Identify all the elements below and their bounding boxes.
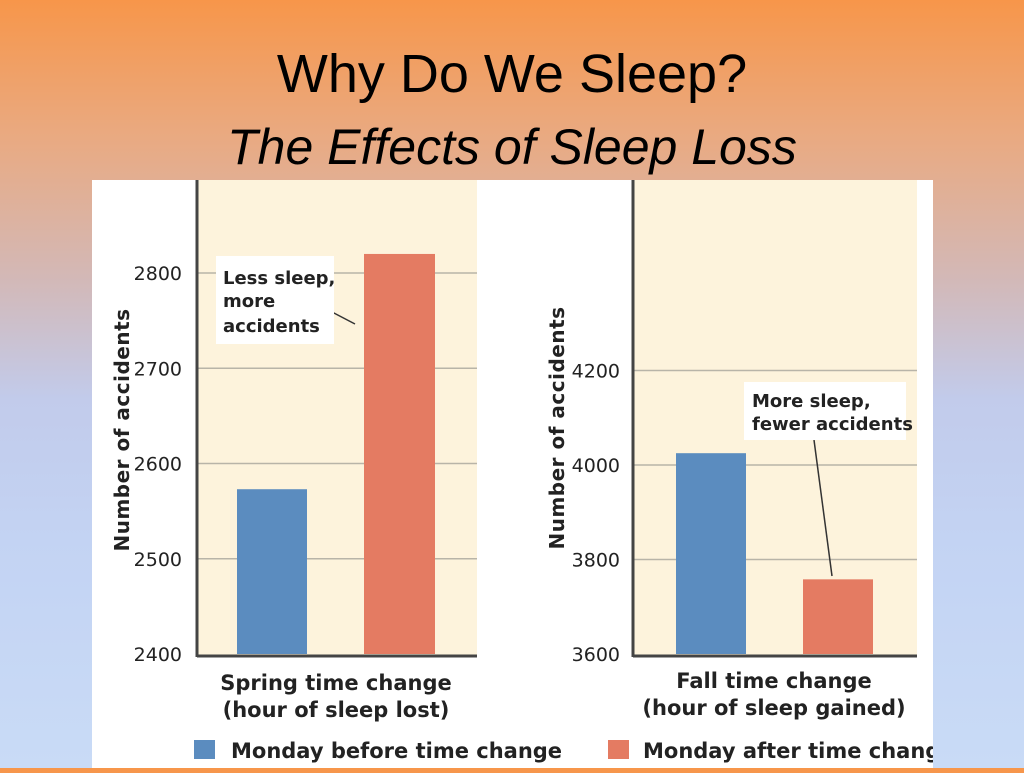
spring-annotation-text: accidents [223,316,320,337]
fall-x-axis-label: Fall time change [676,669,871,693]
legend-label-before: Monday before time change [231,739,562,763]
fall-y-tick-label: 4200 [572,361,620,383]
spring-y-tick-label: 2600 [134,454,182,476]
fall-y-tick-label: 3600 [572,644,620,666]
spring-y-tick-label: 2800 [134,263,182,285]
spring-bar-after [364,253,435,654]
fall-y-axis-label: Number of accidents [545,306,569,549]
spring-y-tick-label: 2500 [134,549,182,571]
fall-bar-after [803,579,873,654]
chart-svg: 2400 2500 2600 2700 2800 Number of accidents S… [110,180,955,763]
fall-annotation-text: fewer accidents [752,414,913,435]
spring-y-tick-label: 2400 [134,644,182,666]
slide-title: Why Do We Sleep? [276,44,748,104]
fall-y-tick-label: 3800 [572,550,620,572]
legend-swatch-after [608,740,629,759]
spring-y-axis-label: Number of accidents [110,308,134,551]
spring-x-axis-label: (hour of sleep lost) [223,698,450,722]
legend-swatch-before [194,740,215,759]
spring-y-tick-label: 2700 [134,358,182,380]
fall-annotation-leader [813,439,833,577]
spring-annotation-leader [331,311,356,325]
fall-bar-before [676,453,746,654]
spring-annotation-text: Less sleep, [223,268,335,289]
legend-label-after: Monday after time change [643,739,933,763]
fall-annotation-text: More sleep, [752,391,871,412]
spring-annotation-text: more [223,291,275,312]
slide-subtitle: The Effects of Sleep Loss [227,119,797,175]
fall-x-axis-label: (hour of sleep gained) [642,696,905,720]
spring-annotation-box [216,256,334,344]
spring-bar-before [237,489,307,654]
chart-figure: 2400 2500 2600 2700 2800 Number of accidents S… [92,180,955,768]
fall-annotation-box [744,382,906,440]
fall-y-tick-label: 4000 [572,455,620,477]
spring-x-axis-label: Spring time change [220,671,451,695]
